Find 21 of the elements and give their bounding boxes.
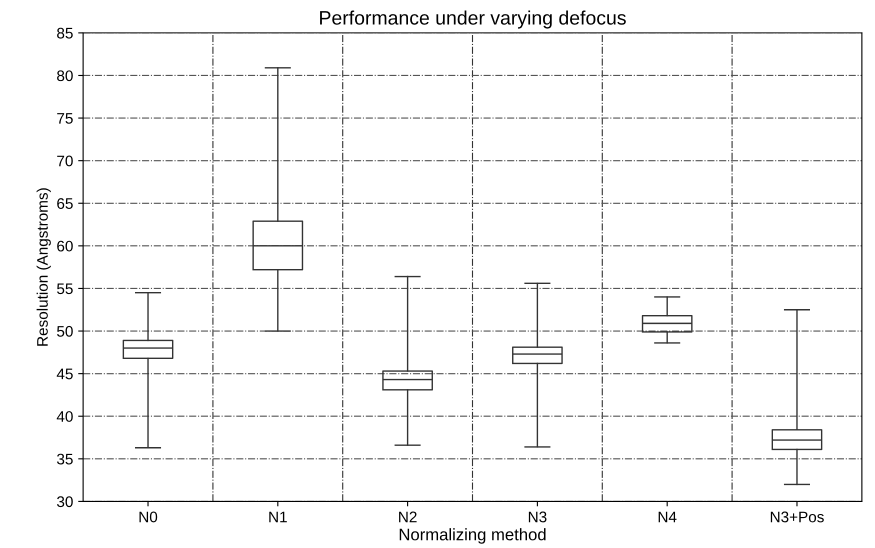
x-tick-label: N2	[399, 512, 417, 522]
y-tick-label: 80	[57, 70, 73, 82]
y-axis-title: Resolution (Angstroms)	[36, 188, 51, 346]
y-tick-label: 35	[56, 454, 73, 465]
y-tick-label: 40	[56, 411, 73, 422]
y-tick-label: 85	[57, 28, 73, 39]
y-tick-label: 55	[57, 283, 73, 294]
x-tick-label: N1	[269, 512, 287, 522]
x-tick-label: N3	[528, 512, 546, 522]
x-axis-title: Normalizing method	[400, 528, 546, 544]
y-tick-label: 75	[57, 113, 73, 124]
x-tick-label: N0	[140, 512, 158, 522]
y-tick-label: 45	[56, 368, 73, 380]
y-tick-label: 50	[57, 326, 73, 337]
y-tick-label: 70	[57, 156, 73, 166]
y-tick-label: 60	[57, 240, 73, 252]
x-tick-label: N3+Pos	[770, 512, 824, 522]
y-tick-label: 30	[56, 496, 73, 508]
chart-title: Performance under varying defocus	[320, 10, 626, 29]
x-tick-label: N4	[658, 512, 677, 522]
y-tick-label: 65	[57, 198, 73, 209]
